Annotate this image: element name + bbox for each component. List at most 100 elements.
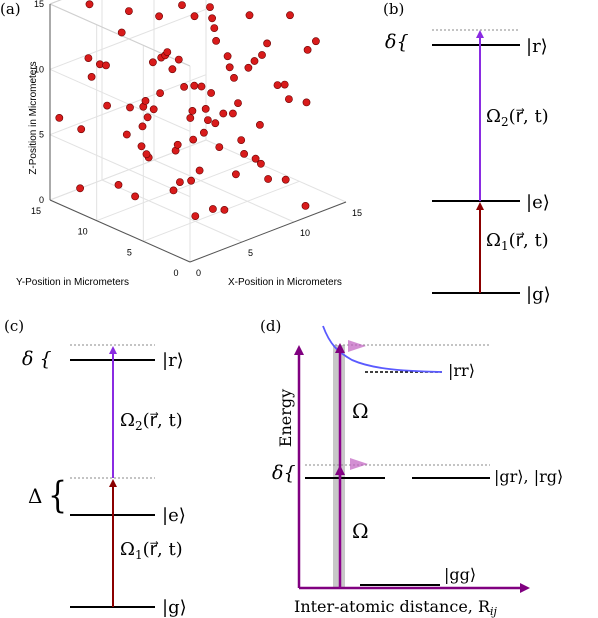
grid-line [49,68,191,132]
data-point [211,119,220,128]
data-point [174,55,183,64]
data-point [231,170,240,179]
data-point [234,99,242,107]
ket-r-label: |r⟩ [162,350,184,371]
data-point [210,24,219,32]
data-point [191,212,200,220]
data-point [245,11,254,20]
data-point [281,175,290,184]
data-point [228,109,237,118]
data-point [258,51,266,59]
pulse-upper-shape [348,340,366,352]
data-point [230,74,238,82]
omega1-label: Ω1(r⃗, t) [120,539,183,562]
Delta-brace: { [48,474,67,516]
data-point [141,97,150,105]
delta-label: δ{ [385,31,409,53]
data-point [251,154,260,163]
Delta-label: Δ [28,484,42,508]
data-point [250,57,259,65]
data-point [173,140,182,149]
z-tick-label: 15 [34,0,44,9]
data-point [208,14,216,23]
delta-label: δ { [22,348,52,370]
ket-e-label: |e⟩ [526,192,550,213]
ket-g-label: |g⟩ [526,284,551,305]
data-point [280,80,289,89]
data-point [163,48,172,56]
y-tick-label: 15 [31,206,41,216]
data-point [208,205,217,213]
data-point [142,150,151,159]
data-point [212,37,220,45]
panel-d-blockade-diagram: Energy Inter-atomic distance, Rij δ{ |rr… [272,325,563,618]
data-point [284,95,293,103]
delta-label: δ{ [272,462,296,484]
data-point [301,201,310,210]
data-point [168,65,177,74]
omega-upper-label: Ω [352,399,369,423]
data-point [256,159,265,168]
panel-label-a: (a) [0,0,21,18]
data-point [190,12,199,21]
omega1-label: Ω1(r⃗, t) [486,230,549,253]
x-tick-label: 10 [300,228,310,238]
data-point [131,192,139,201]
data-point [103,101,111,110]
interaction-curve [322,325,443,373]
data-point [55,114,64,122]
data-point [215,143,224,151]
data-point [122,130,131,139]
y-tick-label: 0 [173,268,178,278]
data-point [303,46,312,54]
z-tick-label: 5 [39,130,44,140]
x-axis-line [189,201,347,263]
panel-label-d: (d) [260,317,281,335]
data-point [84,54,93,62]
x-tick-label: 5 [248,248,253,258]
ket-gr-rg-label: |gr⟩, |rg⟩ [494,467,563,486]
chart-grid [49,0,347,263]
data-point [87,73,96,81]
x-axis-label: X-Position in Micrometers [228,277,342,288]
data-point [240,149,248,158]
grid-line [101,179,243,243]
data-point [195,166,204,175]
data-point [175,178,184,186]
data-point [143,113,152,122]
chart-axes [49,4,347,263]
data-point [187,176,195,185]
data-point [76,184,84,193]
y-axis-line [49,199,191,263]
data-point [207,89,215,97]
z-axis-label: Z-Position in Micrometers [28,61,39,174]
omega2-label: Ω2(r⃗, t) [486,106,549,129]
data-point [137,142,146,151]
data-point [85,0,94,9]
data-point [155,12,163,21]
ket-r-label: |r⟩ [526,36,548,57]
panel-b-level-diagram: δ{ |r⟩ |e⟩ |g⟩ Ω2(r⃗, t) Ω1(r⃗, t) [385,29,551,305]
chart-points [55,0,320,220]
y-axis-label: Y-Position in Micrometers [16,277,129,288]
x-tick-label: 0 [196,268,201,278]
ket-g-label: |g⟩ [162,597,187,618]
data-point [102,61,110,70]
data-point [199,128,208,137]
data-point [206,3,214,11]
data-point [197,82,206,91]
data-point [178,1,186,9]
data-point [263,39,271,48]
y-tick-label: 5 [127,247,132,257]
grid-line [49,8,207,70]
data-point [225,63,234,72]
data-point [203,116,212,124]
data-point [117,28,126,37]
data-point [237,136,246,144]
omega-lower-label: Ω [352,519,369,543]
energy-axis-label: Energy [276,389,295,447]
panel-label-b: (b) [383,0,404,18]
data-point [124,7,133,16]
